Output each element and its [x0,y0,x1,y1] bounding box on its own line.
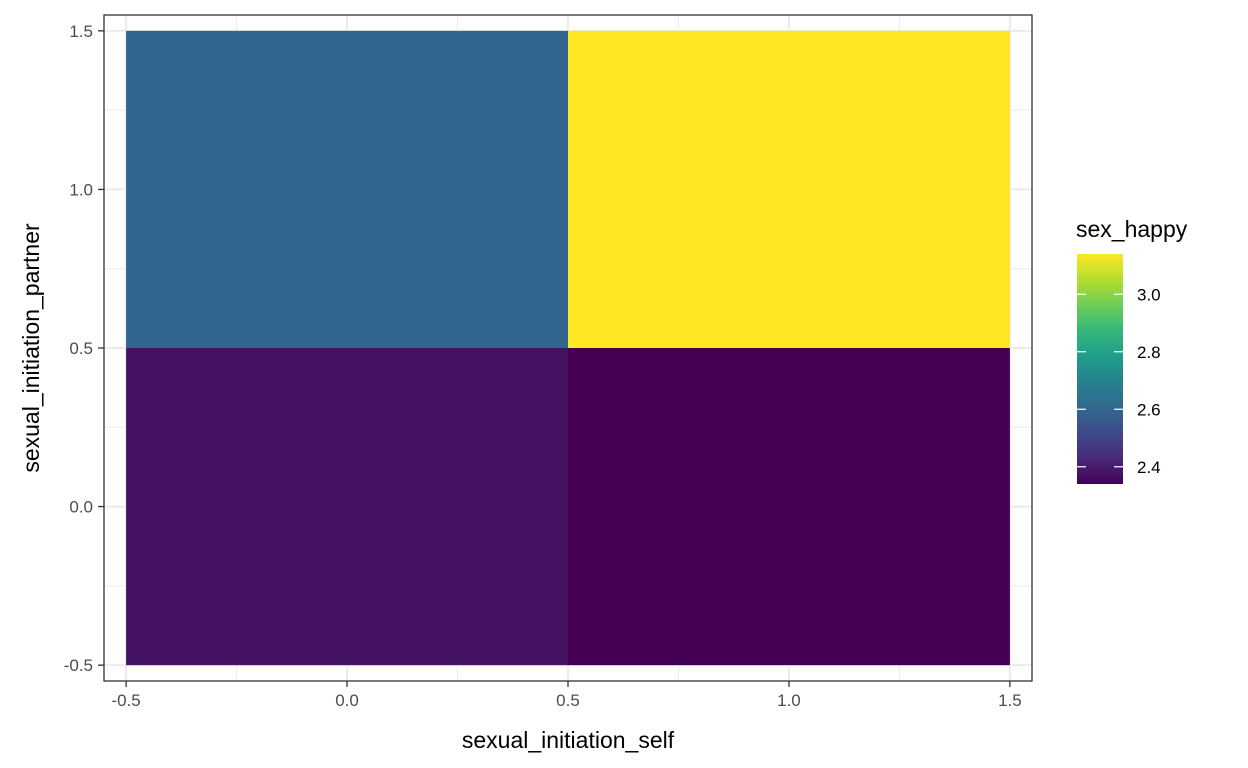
y-tick-label-2: 0.5 [69,339,93,358]
x-axis-title: sexual_initiation_self [462,727,675,753]
y-tick-label-0: -0.5 [64,656,93,675]
y-axis-title: sexual_initiation_partner [18,223,44,473]
heatmap-cells [126,30,1010,666]
legend-colorbar [1077,254,1123,484]
y-axis: -0.5 0.0 0.5 1.0 1.5 [64,22,104,675]
x-tick-label-4: 1.5 [998,691,1022,710]
x-tick-label-2: 0.5 [556,691,580,710]
x-tick-label-3: 1.0 [777,691,801,710]
x-axis: -0.5 0.0 0.5 1.0 1.5 [111,681,1022,710]
y-tick-label-3: 1.0 [69,180,93,199]
heatmap-cell-3 [568,30,1010,348]
legend-break-label-1: 2.6 [1137,400,1161,419]
legend-ticks: 2.4 2.6 2.8 3.0 [1077,285,1161,477]
legend-break-label-2: 2.8 [1137,343,1161,362]
heatmap-cell-2 [126,30,568,348]
heatmap-cell-1 [568,348,1010,666]
legend-title: sex_happy [1076,216,1188,242]
y-tick-label-4: 1.5 [69,22,93,41]
legend-break-label-0: 2.4 [1137,458,1161,477]
heatmap-cell-0 [126,348,568,666]
x-tick-label-0: -0.5 [111,691,140,710]
x-tick-label-1: 0.0 [335,691,359,710]
legend-break-label-3: 3.0 [1137,285,1161,304]
legend: sex_happy 2.4 2.6 2.8 3.0 [1076,216,1188,484]
y-tick-label-1: 0.0 [69,498,93,517]
